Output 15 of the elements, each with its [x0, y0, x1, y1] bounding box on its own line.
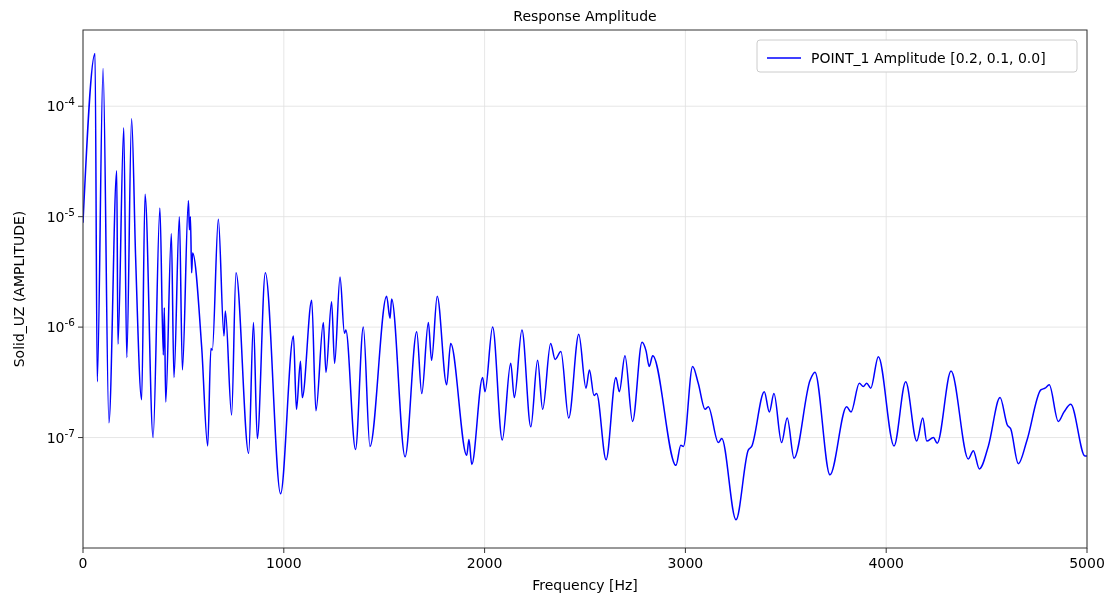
x-tick-label: 1000 [265, 555, 302, 571]
legend-label: POINT_1 Amplitude [0.2, 0.1, 0.0] [811, 50, 1046, 66]
x-tick-label: 2000 [466, 555, 503, 571]
line-series [83, 52, 1087, 521]
y-tick-label: 10$^{-7}$ [46, 426, 75, 446]
x-tick-label: 0 [78, 555, 88, 571]
y-tick-label: 10$^{-6}$ [46, 316, 76, 336]
y-axis-title: Solid_UZ (AMPLITUDE) [11, 210, 27, 368]
y-tick-label: 10$^{-5}$ [46, 205, 75, 225]
x-axis-title: Frequency [Hz] [532, 577, 638, 593]
x-tick-label: 3000 [667, 555, 704, 571]
chart-title: Response Amplitude [513, 8, 657, 24]
y-tick-label: 10$^{-4}$ [46, 95, 76, 115]
x-tick-label: 4000 [868, 555, 905, 571]
x-tick-label: 5000 [1069, 555, 1105, 571]
